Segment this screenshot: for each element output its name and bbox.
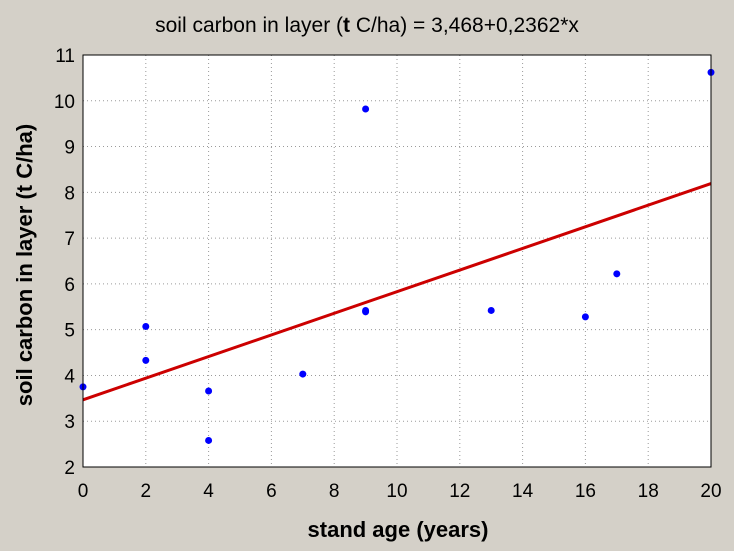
y-tick-label: 9 [64, 138, 75, 159]
y-tick-label: 10 [54, 92, 75, 113]
x-tick-label: 8 [329, 481, 340, 502]
y-tick-label: 6 [64, 275, 75, 296]
data-point [205, 436, 213, 444]
data-point [142, 356, 150, 364]
chart-title: soil carbon in layer (t C/ha) = 3,468+0,… [155, 14, 579, 37]
x-tick-label: 12 [449, 481, 470, 502]
data-point [581, 313, 589, 321]
chart-title-part-1: soil carbon in layer ( [155, 14, 343, 37]
data-point [613, 270, 621, 278]
data-point [142, 322, 150, 330]
y-axis-title: soil carbon in layer (t C/ha) [12, 124, 37, 406]
data-point [362, 308, 370, 316]
x-tick-labels: 0 2 4 6 8 10 12 14 16 18 20 [78, 481, 722, 502]
x-tick-label: 4 [203, 481, 214, 502]
y-tick-label: 8 [64, 183, 75, 204]
chart-title-part-2: t [343, 14, 350, 37]
y-tick-label: 5 [64, 321, 75, 342]
plot-area [83, 55, 711, 467]
x-tick-label: 10 [386, 481, 407, 502]
y-tick-label: 2 [64, 458, 75, 479]
x-tick-label: 2 [141, 481, 152, 502]
data-point [299, 370, 307, 378]
x-tick-label: 20 [700, 481, 721, 502]
data-point [362, 105, 370, 113]
x-tick-label: 6 [266, 481, 277, 502]
grid [83, 55, 711, 467]
y-tick-label: 3 [64, 412, 75, 433]
y-tick-label: 4 [64, 366, 75, 387]
x-tick-label: 16 [575, 481, 596, 502]
x-tick-label: 0 [78, 481, 89, 502]
points-layer [79, 68, 715, 444]
x-tick-label: 14 [512, 481, 534, 502]
chart-title-part-3: C/ha) = 3,468+0,2362*x [350, 14, 579, 37]
x-axis-title: stand age (years) [308, 517, 489, 542]
data-point [205, 387, 213, 395]
fit-line-layer [82, 182, 712, 402]
data-point [487, 306, 495, 314]
y-tick-label: 7 [64, 229, 75, 250]
regression-line [82, 182, 712, 402]
y-tick-label: 11 [55, 46, 75, 67]
plot-frame [82, 54, 712, 468]
y-tick-labels: 2 3 4 5 6 7 8 9 10 11 [54, 46, 76, 479]
x-tick-label: 18 [638, 481, 659, 502]
